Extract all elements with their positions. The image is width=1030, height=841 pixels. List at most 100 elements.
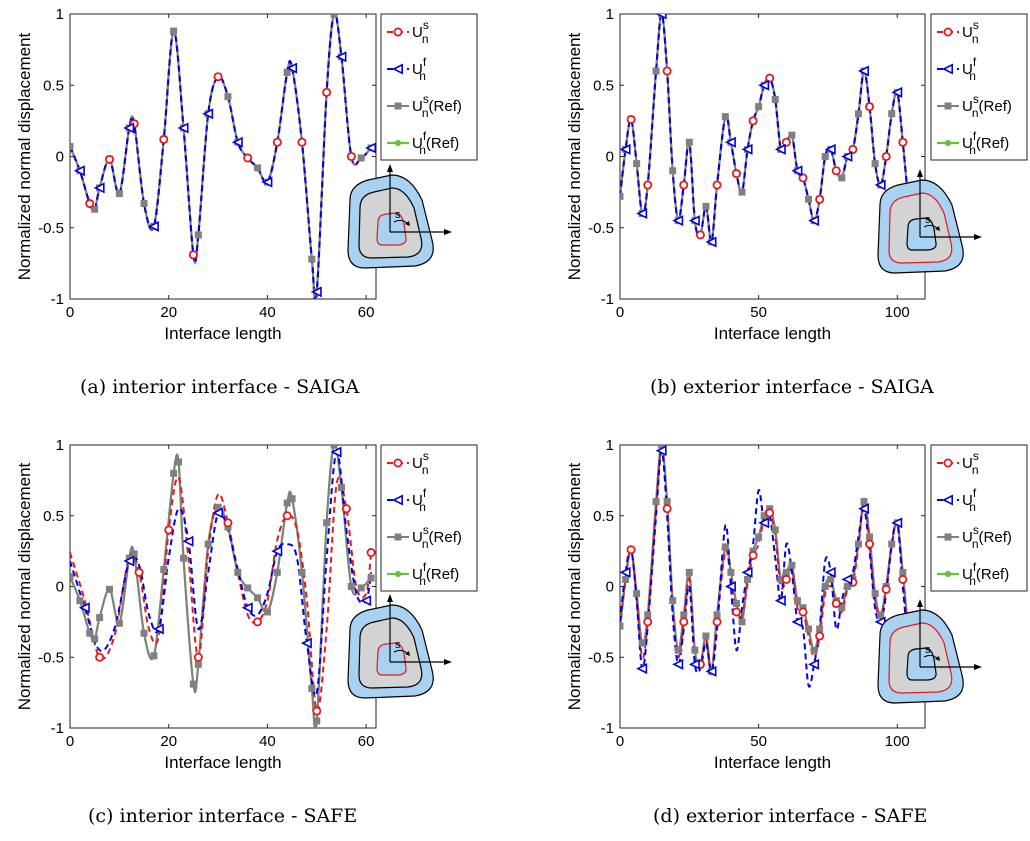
series-marker-0 xyxy=(193,652,203,662)
legend-label-sub: n xyxy=(969,500,976,514)
y-tick-label: 0.5 xyxy=(593,77,614,94)
series-marker-2 xyxy=(357,584,365,592)
series-marker-2 xyxy=(70,143,74,151)
series-marker-0 xyxy=(781,574,791,584)
series-marker-2 xyxy=(793,597,801,605)
panel-caption: (d) exterior interface - SAFE xyxy=(653,805,927,827)
series-marker-2 xyxy=(86,629,94,637)
y-axis-label: Normalized normal displacement xyxy=(565,462,584,710)
series-marker-1 xyxy=(791,616,803,628)
series-marker-1 xyxy=(774,143,786,155)
plot-series xyxy=(70,14,376,299)
series-marker-0 xyxy=(322,87,332,97)
legend-label: Uf n xyxy=(412,486,427,514)
y-tick-label: -1 xyxy=(601,720,614,737)
series-marker-0 xyxy=(765,508,775,518)
series-marker-1 xyxy=(808,658,820,670)
legend-label-sub: n xyxy=(972,106,979,120)
series-marker-2 xyxy=(234,568,242,576)
series-marker-2 xyxy=(816,625,824,633)
legend-label-sup: s xyxy=(973,18,979,32)
legend-label-sup: s xyxy=(423,18,429,32)
series-marker-2 xyxy=(367,574,375,582)
series-marker-1 xyxy=(78,602,90,614)
series-marker-2 xyxy=(283,499,291,507)
series-marker-2 xyxy=(854,540,862,548)
series-marker-1 xyxy=(705,665,717,677)
series-marker-0 xyxy=(213,72,223,82)
series-marker-2 xyxy=(273,568,281,576)
legend-label-sub: n xyxy=(419,143,426,157)
legend-label-base: U xyxy=(412,492,423,509)
legend-label-sup: s xyxy=(973,92,979,106)
series-marker-0 xyxy=(898,574,908,584)
series-marker-2 xyxy=(727,568,735,576)
inset-arrow-right xyxy=(974,234,982,240)
legend-label-sub: n xyxy=(972,32,979,46)
inset-arrow-right xyxy=(974,664,982,670)
series-marker-1 xyxy=(261,176,273,188)
series-marker-2 xyxy=(771,96,779,103)
series-marker-1 xyxy=(791,165,803,177)
series-marker-0 xyxy=(881,584,891,594)
series-marker-2 xyxy=(702,202,710,210)
legend-label-base: U xyxy=(962,98,973,115)
series-marker-2 xyxy=(330,445,338,449)
legend-label-sup: f xyxy=(423,560,427,574)
inset-arrow-up xyxy=(917,599,923,607)
series-marker-0 xyxy=(865,539,875,549)
series-marker-1 xyxy=(152,623,164,635)
legend-marker xyxy=(394,102,402,110)
legend-label: Us n(Ref) xyxy=(412,523,462,551)
series-marker-2 xyxy=(854,110,862,118)
legend-label: Us n xyxy=(962,449,979,477)
series-marker-1 xyxy=(858,503,870,515)
series-marker-2 xyxy=(866,533,874,541)
legend-label-suffix: (Ref) xyxy=(979,529,1012,546)
series-marker-2 xyxy=(96,614,104,622)
series-marker-2 xyxy=(888,110,896,118)
series-marker-2 xyxy=(685,138,693,146)
legend-label: Uf n(Ref) xyxy=(412,129,459,157)
series-marker-2 xyxy=(620,622,624,630)
series-marker-1 xyxy=(724,581,736,592)
inset-inner-domain xyxy=(906,217,937,251)
series-marker-1 xyxy=(231,136,243,148)
series-marker-1 xyxy=(672,215,684,227)
series-line-1 xyxy=(620,449,921,688)
series-marker-1 xyxy=(93,182,105,194)
series-marker-0 xyxy=(346,151,356,161)
inset-inner-domain xyxy=(906,647,937,681)
series-marker-2 xyxy=(150,652,158,660)
legend-marker xyxy=(944,533,952,541)
legend-label: Us n xyxy=(412,18,429,46)
y-axis-label: Normalized normal displacement xyxy=(15,462,34,710)
y-tick-label: 0 xyxy=(56,149,64,166)
series-marker-2 xyxy=(323,519,331,527)
series-marker-2 xyxy=(254,164,262,172)
series-marker-2 xyxy=(744,575,752,583)
series-marker-0 xyxy=(272,137,282,147)
legend-marker xyxy=(944,102,952,110)
series-marker-0 xyxy=(643,617,653,627)
series-marker-1 xyxy=(672,658,684,670)
series-marker-1 xyxy=(212,507,224,519)
series-marker-2 xyxy=(702,632,710,640)
series-marker-1 xyxy=(182,535,194,547)
plot-area xyxy=(69,444,377,729)
legend-box xyxy=(380,444,478,592)
y-tick-label: 0 xyxy=(56,579,64,596)
series-marker-0 xyxy=(188,250,198,260)
series-marker-0 xyxy=(815,194,825,204)
legend-label: Uf n(Ref) xyxy=(412,560,459,588)
series-marker-0 xyxy=(731,607,741,617)
inset-label-s: s xyxy=(925,644,931,656)
series-marker-0 xyxy=(341,504,351,514)
series-marker-0 xyxy=(865,102,875,112)
legend-marker xyxy=(942,494,954,506)
x-axis-label: Interface length xyxy=(714,753,831,772)
panel-b: 0 50 100 -1 -0.5 0 0.5 1 Interface length Normali… xyxy=(565,6,1028,398)
series-marker-2 xyxy=(337,483,345,491)
y-tick-label: 1 xyxy=(56,437,64,454)
series-marker-2 xyxy=(283,68,291,76)
